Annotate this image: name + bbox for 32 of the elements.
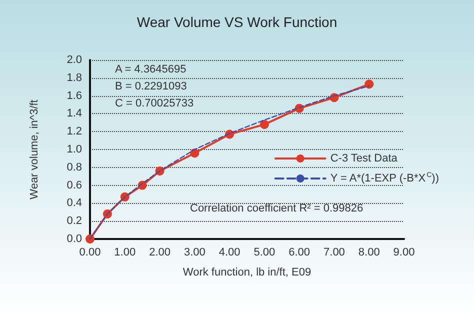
x-tick-label: 1.00 [114,246,136,258]
x-tick-label: 3.00 [184,246,206,258]
y-tick-label: 0.8 [66,161,82,174]
y-tick-label: 1.2 [66,126,82,138]
point [260,120,269,129]
x-tick-label: 6.00 [288,246,310,258]
x-tick-label: 9.00 [393,246,415,258]
y-tick-label: 0.0 [66,233,82,245]
point [364,80,374,89]
x-axis-title: Work function, lb in/ft, E09 [182,266,312,278]
annotation: B = 0.2291093 [115,80,187,92]
chart-title: Wear Volume VS Work Function [136,14,338,30]
y-axis-title: Wear volume, in^3/ft [28,100,40,200]
y-tick-label: 0.6 [66,179,82,192]
legend-label: C-3 Test Data [330,152,398,164]
point [86,234,94,244]
x-tick-label: 0.00 [79,246,101,258]
x-tick-label: 2.00 [149,246,170,258]
y-tick-label: 1.4 [66,108,82,120]
x-tick-label: 7.00 [324,246,345,258]
y-tick-label: 2.0 [66,54,82,66]
x-tick-label: 4.00 [218,246,240,258]
annotation: C = 0.70025733 [115,98,194,110]
y-tick-label: 1.0 [66,144,82,156]
x-tick-label: 5.00 [254,246,276,258]
annotation: A = 4.3645695 [115,64,186,76]
y-tick-label: 1.6 [66,90,82,102]
x-tick-label: 8.00 [358,246,380,258]
annotation: Correlation coefficient R² = 0.99826 [190,202,364,214]
y-tick-label: 1.8 [66,72,82,84]
y-tick-label: 0.2 [66,215,82,228]
y-tick-label: 0.4 [66,197,82,210]
